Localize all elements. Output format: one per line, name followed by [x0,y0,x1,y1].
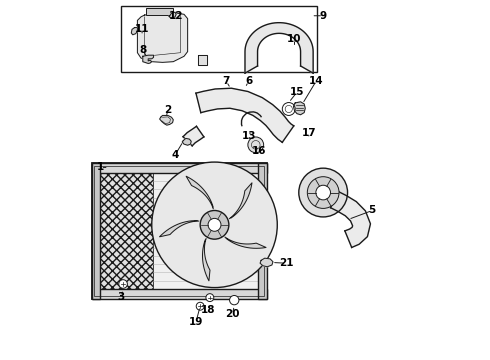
Text: 10: 10 [287,34,302,44]
Text: 19: 19 [189,318,203,327]
Circle shape [307,177,339,208]
Circle shape [200,211,229,239]
Bar [92,289,267,299]
Circle shape [196,302,204,310]
Bar [95,166,265,296]
Polygon shape [202,239,210,281]
Bar [92,163,100,299]
Text: 5: 5 [368,206,376,216]
Circle shape [230,296,239,305]
Circle shape [282,103,295,116]
Bar [258,163,267,299]
Polygon shape [183,126,204,146]
Polygon shape [169,12,176,18]
Polygon shape [160,116,173,125]
Polygon shape [294,102,305,115]
Bar [92,163,267,299]
Polygon shape [143,55,153,63]
Bar [122,6,317,72]
Circle shape [208,219,221,231]
Polygon shape [186,176,213,209]
Polygon shape [137,13,188,62]
Text: 20: 20 [225,310,240,319]
Polygon shape [131,28,137,35]
Text: 7: 7 [222,76,230,86]
Circle shape [299,168,347,217]
Circle shape [152,162,277,288]
Text: 18: 18 [201,305,216,315]
Polygon shape [196,88,294,142]
Text: 14: 14 [309,76,323,86]
Text: 13: 13 [242,131,256,141]
Polygon shape [225,237,266,248]
Text: 15: 15 [290,87,304,97]
Bar [147,8,173,15]
Polygon shape [182,138,191,145]
Bar [92,163,267,173]
Text: 12: 12 [169,11,183,21]
Text: 9: 9 [319,11,327,21]
Polygon shape [229,183,252,219]
Circle shape [206,294,214,302]
Text: 16: 16 [251,146,266,156]
Polygon shape [198,55,207,65]
Text: 1: 1 [97,162,104,172]
Circle shape [316,185,330,200]
Text: 4: 4 [172,150,179,160]
Polygon shape [331,192,370,247]
Text: 17: 17 [301,128,316,138]
Bar [153,173,258,289]
Bar [100,173,153,289]
Text: 2: 2 [164,105,171,115]
Text: 21: 21 [279,258,294,268]
Text: 3: 3 [118,292,125,302]
Polygon shape [245,23,313,73]
Text: 11: 11 [135,24,149,34]
Circle shape [119,280,127,288]
Text: 8: 8 [139,45,147,55]
Polygon shape [260,258,273,267]
Polygon shape [160,221,199,237]
Circle shape [248,137,264,153]
Text: 6: 6 [245,76,252,86]
